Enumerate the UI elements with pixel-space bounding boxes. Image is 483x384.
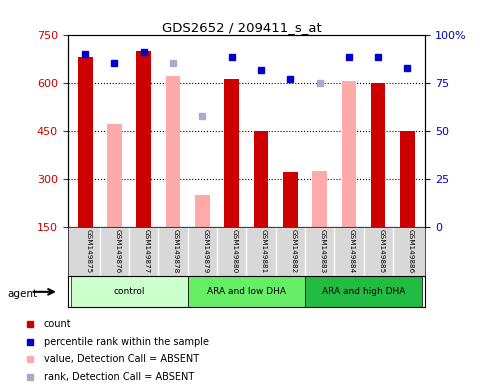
Text: GSM149878: GSM149878: [173, 229, 179, 273]
Text: ARA and low DHA: ARA and low DHA: [207, 287, 286, 296]
Bar: [71, 276, 188, 307]
Text: GSM149881: GSM149881: [261, 229, 267, 273]
Text: control: control: [114, 287, 145, 296]
Text: GSM149886: GSM149886: [408, 229, 413, 273]
Bar: [341, 81, 356, 227]
Text: GSM149880: GSM149880: [232, 229, 238, 273]
Text: agent: agent: [7, 289, 37, 299]
Text: GSM149875: GSM149875: [85, 229, 91, 273]
Text: GSM149882: GSM149882: [290, 229, 296, 273]
Text: GSM149879: GSM149879: [202, 229, 208, 273]
Text: percentile rank within the sample: percentile rank within the sample: [44, 337, 209, 347]
Bar: [225, 79, 239, 227]
Text: GSM149884: GSM149884: [349, 229, 355, 273]
Bar: [371, 83, 385, 227]
Bar: [137, 51, 151, 227]
Text: GSM149883: GSM149883: [320, 229, 326, 273]
Text: value, Detection Call = ABSENT: value, Detection Call = ABSENT: [44, 354, 199, 364]
Text: ARA and high DHA: ARA and high DHA: [322, 287, 405, 296]
Text: GSM149877: GSM149877: [144, 229, 150, 273]
Text: GSM149876: GSM149876: [114, 229, 120, 273]
Bar: [305, 276, 422, 307]
Bar: [188, 276, 305, 307]
Bar: [283, 172, 298, 227]
Bar: [254, 131, 268, 227]
Bar: [312, 170, 327, 227]
Bar: [78, 57, 93, 227]
Text: count: count: [44, 319, 71, 329]
Bar: [400, 131, 415, 227]
Bar: [107, 124, 122, 227]
Bar: [195, 195, 210, 227]
Bar: [166, 76, 181, 227]
Text: GSM149885: GSM149885: [378, 229, 384, 273]
Text: GDS2652 / 209411_s_at: GDS2652 / 209411_s_at: [162, 21, 321, 34]
Text: rank, Detection Call = ABSENT: rank, Detection Call = ABSENT: [44, 372, 194, 382]
